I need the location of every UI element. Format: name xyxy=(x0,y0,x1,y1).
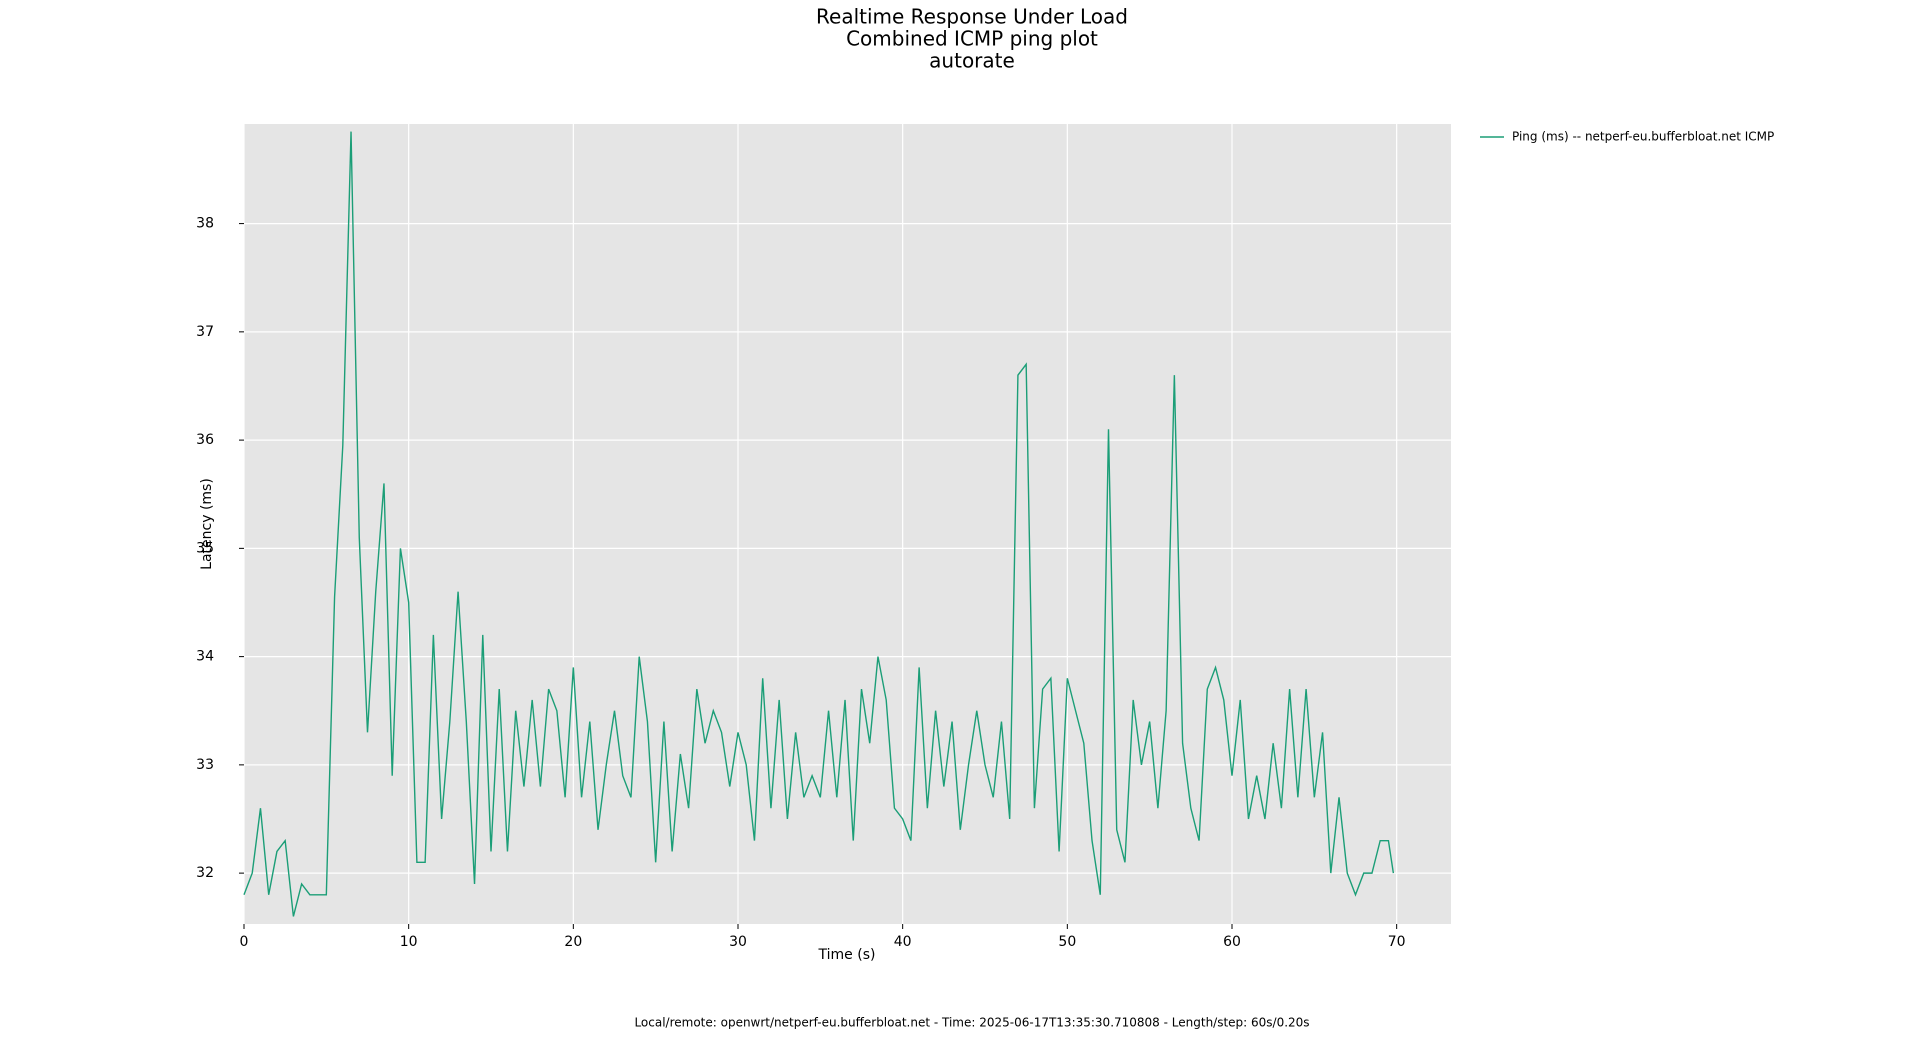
legend-label: Ping (ms) -- netperf-eu.bufferbloat.net … xyxy=(1512,130,1774,144)
x-axis-label: Time (s) xyxy=(818,947,876,963)
y-tick-label: 34 xyxy=(196,649,214,665)
chart-title: Realtime Response Under Load xyxy=(816,5,1128,29)
x-tick-label: 30 xyxy=(729,934,747,950)
y-tick-label: 32 xyxy=(196,865,214,881)
series-line xyxy=(243,131,1395,917)
x-tick-label: 20 xyxy=(564,934,582,950)
footer: Local/remote: openwrt/netperf-eu.bufferb… xyxy=(634,1016,1309,1030)
y-tick-label: 36 xyxy=(196,432,214,448)
y-tick-label: 37 xyxy=(196,324,214,340)
x-tick-label: 10 xyxy=(400,934,418,950)
grid xyxy=(243,124,1451,924)
x-tick-label: 50 xyxy=(1058,934,1076,950)
y-tick-label: 33 xyxy=(196,757,214,773)
plot-area xyxy=(244,124,1451,924)
y-tick-label: 38 xyxy=(196,216,214,232)
x-tick-label: 70 xyxy=(1388,934,1406,950)
x-tick-label: 60 xyxy=(1223,934,1241,950)
x-tick-label: 0 xyxy=(240,934,249,950)
chart-subtitle: autorate xyxy=(929,49,1015,73)
chart-subtitle: Combined ICMP ping plot xyxy=(846,27,1098,51)
x-tick-label: 40 xyxy=(894,934,912,950)
y-axis-label: Latency (ms) xyxy=(199,478,215,570)
y-tick-label: 35 xyxy=(196,540,214,556)
